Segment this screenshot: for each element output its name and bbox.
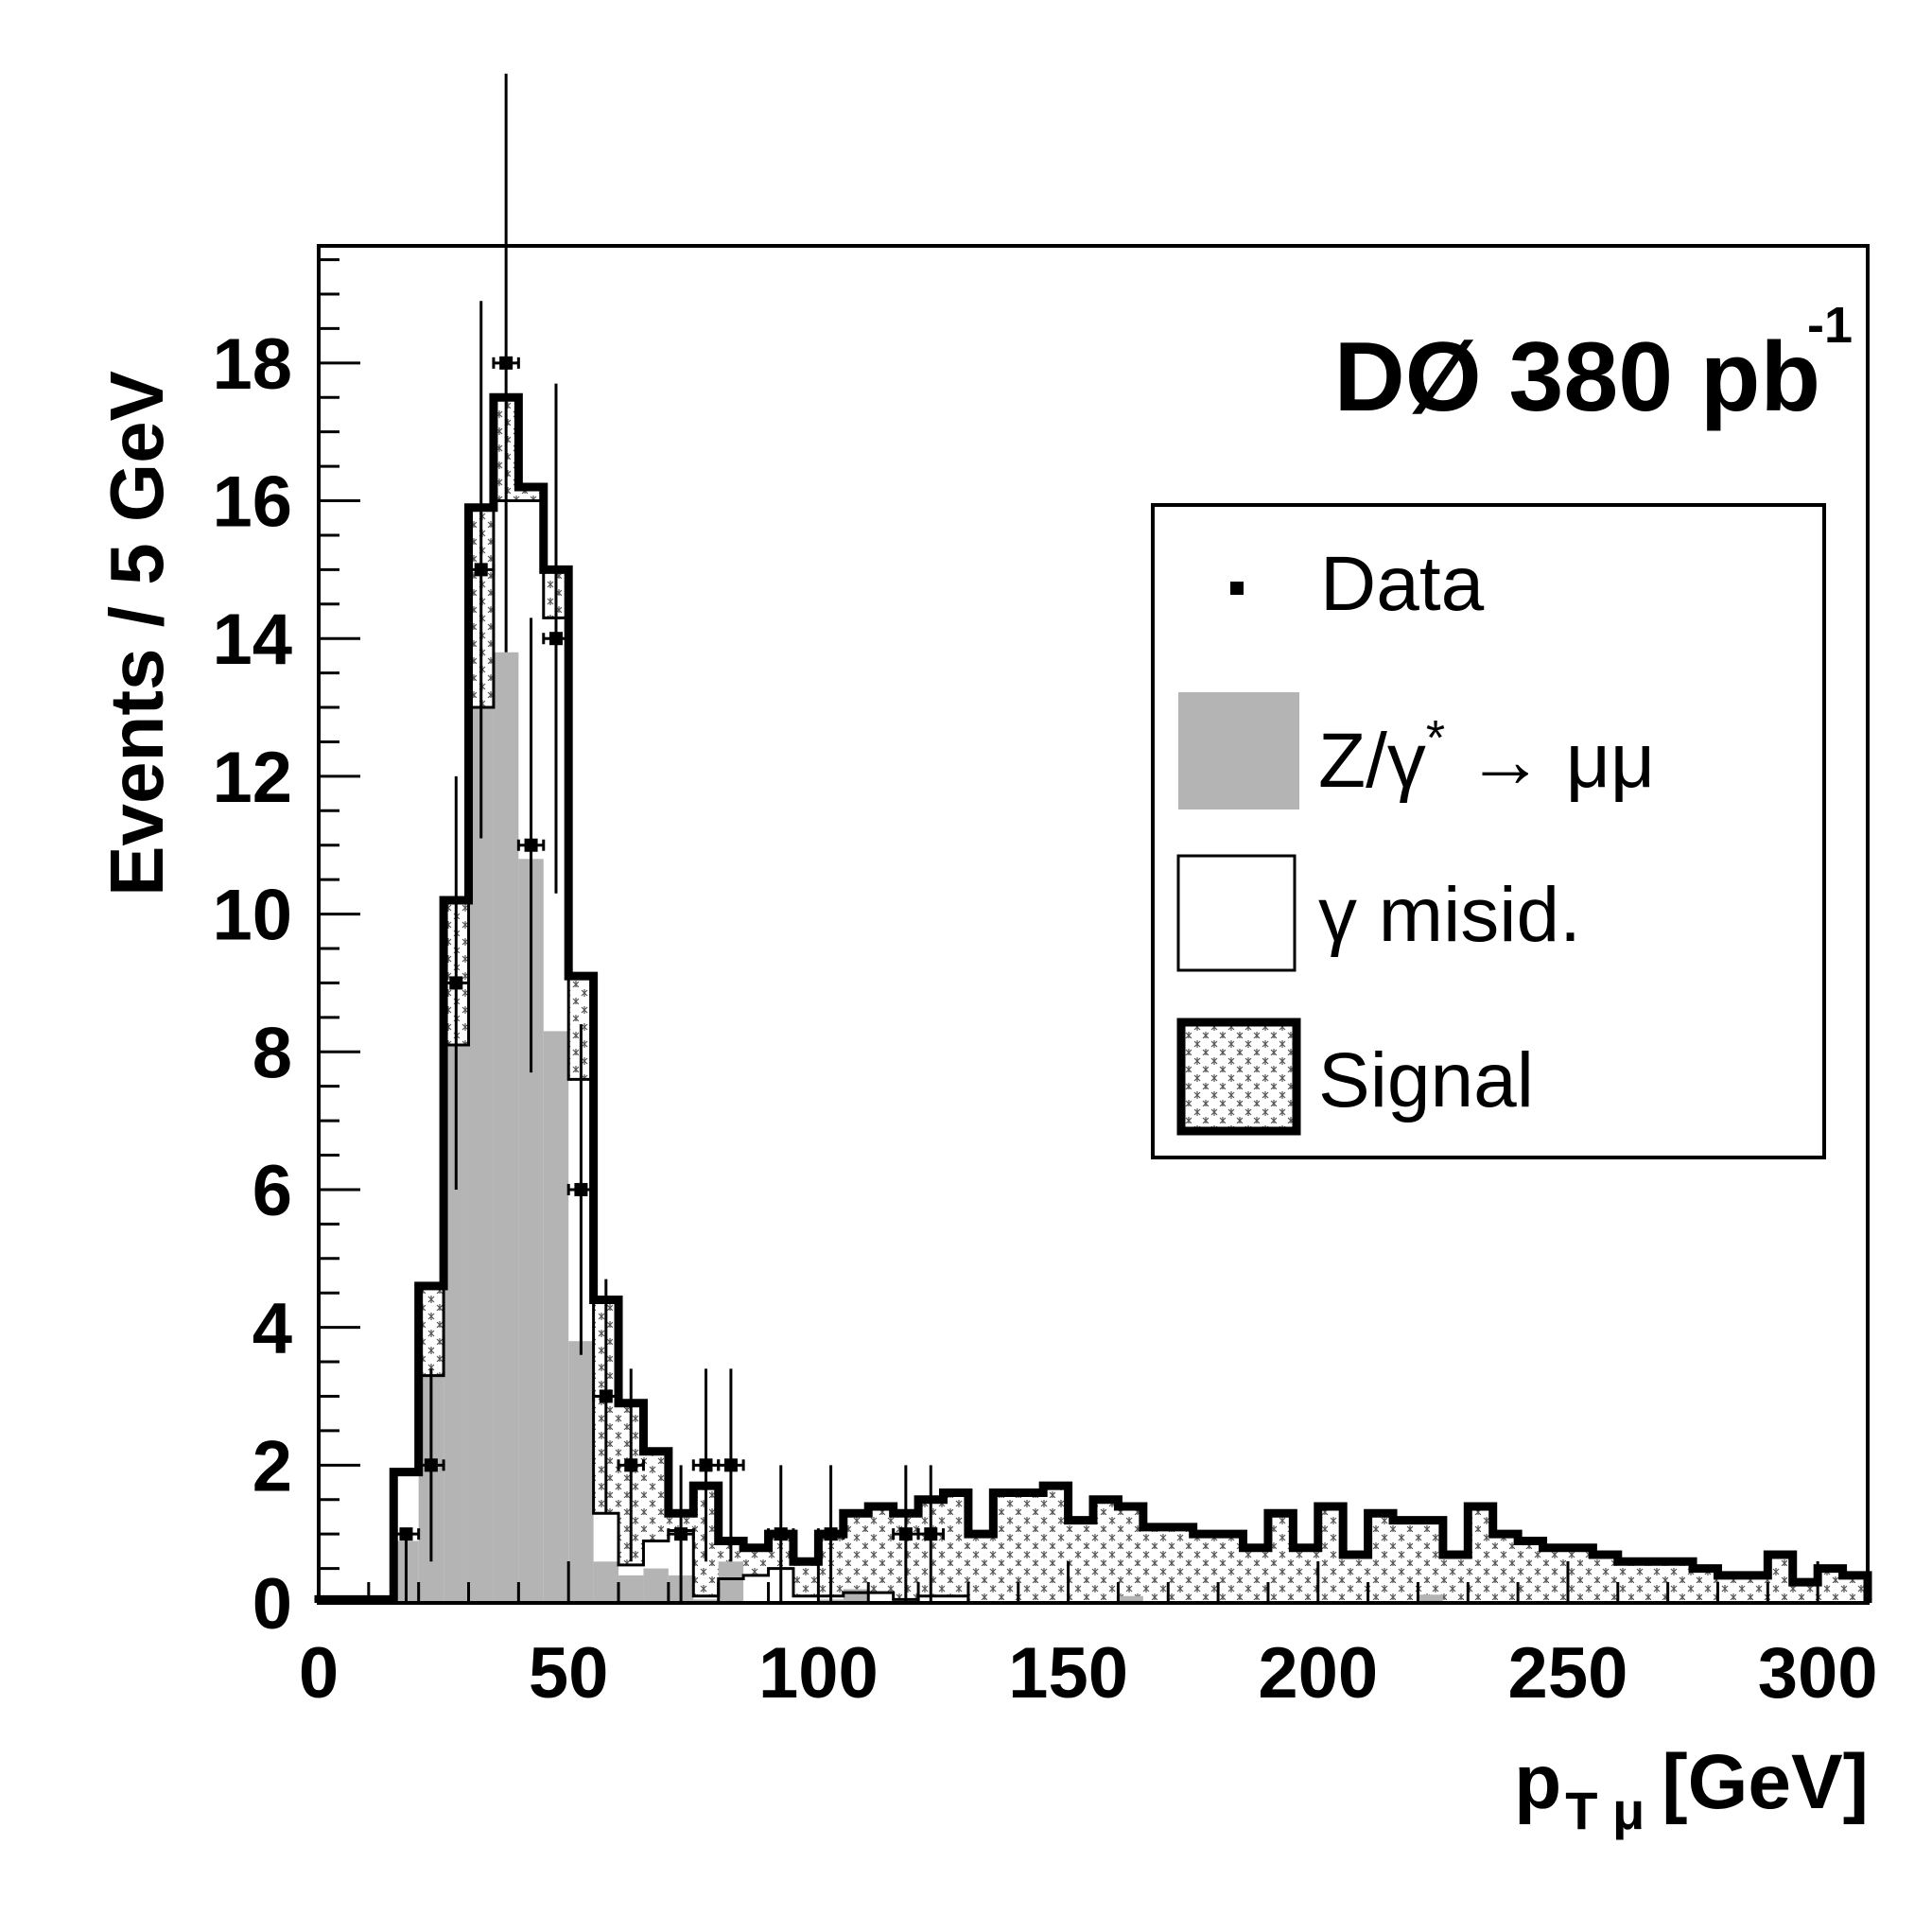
x-tick-label: 0 xyxy=(299,1633,339,1714)
data-marker xyxy=(499,356,513,370)
legend-label-zmumu-tail: → μμ xyxy=(1445,718,1655,804)
x-axis-title: pT μ [GeV] xyxy=(1514,1739,1869,1840)
x-tick-label: 50 xyxy=(529,1633,609,1714)
legend-label-zmumu: Z/γ* → μμ xyxy=(1318,711,1655,804)
y-tick-label: 10 xyxy=(212,876,292,956)
legend-swatch-gamma xyxy=(1176,854,1297,972)
zmumu-bar xyxy=(593,1561,619,1603)
data-point xyxy=(542,383,570,894)
x-axis-title-sub: T μ xyxy=(1565,1781,1645,1840)
data-marker xyxy=(574,1182,588,1196)
legend-swatch-zmumu xyxy=(1178,692,1299,809)
data-point xyxy=(516,618,546,1073)
luminosity-annotation: DØ 380 pb xyxy=(1334,322,1820,432)
annotation-superscript: -1 xyxy=(1807,297,1853,354)
legend-label-gamma: γ misid. xyxy=(1318,872,1581,958)
y-tick-label: 18 xyxy=(212,324,292,405)
data-marker xyxy=(723,1458,738,1472)
y-tick-label: 12 xyxy=(212,738,292,818)
data-marker xyxy=(924,1527,938,1541)
data-marker xyxy=(599,1389,613,1403)
y-tick-label: 14 xyxy=(212,600,292,680)
legend-label-zmumu-sup: * xyxy=(1426,711,1445,766)
plot-frame xyxy=(317,244,1870,1605)
data-marker xyxy=(699,1458,713,1472)
data-point xyxy=(467,301,496,839)
zmumu-bar xyxy=(1418,1594,1443,1603)
legend-label-signal: Signal xyxy=(1318,1037,1534,1123)
data-marker xyxy=(674,1527,688,1541)
zmumu-bar xyxy=(493,652,519,1603)
zmumu-bar xyxy=(718,1561,744,1603)
data-marker xyxy=(524,838,538,852)
y-tick-label: 4 xyxy=(252,1289,292,1369)
legend: Data Z/γ* → μμ γ misid. Signal xyxy=(1151,503,1826,1159)
plot-area xyxy=(314,73,1872,1604)
x-axis-title-unit: [GeV] xyxy=(1662,1739,1869,1825)
x-tick-label: 200 xyxy=(1258,1633,1378,1714)
data-marker xyxy=(774,1527,788,1541)
data-marker xyxy=(548,632,563,646)
data-point xyxy=(392,1527,421,1603)
data-point xyxy=(417,1368,445,1562)
y-tick-label: 16 xyxy=(212,462,292,543)
x-tick-label: 150 xyxy=(1008,1633,1128,1714)
data-point xyxy=(667,1465,695,1603)
legend-label-data: Data xyxy=(1320,541,1485,627)
y-tick-label: 2 xyxy=(252,1426,292,1506)
annotation-main: DØ 380 pb xyxy=(1334,322,1820,432)
zmumu-bar xyxy=(568,1341,594,1603)
zmumu-bar xyxy=(1118,1595,1143,1603)
data-marker xyxy=(824,1527,838,1541)
legend-swatch-signal xyxy=(1176,1018,1301,1136)
x-axis-title-main: p xyxy=(1514,1739,1561,1825)
data-marker xyxy=(424,1458,438,1472)
data-marker xyxy=(399,1527,413,1541)
data-point xyxy=(617,1368,645,1562)
data-point xyxy=(442,775,471,1190)
data-point xyxy=(767,1465,795,1603)
x-tick-label: 250 xyxy=(1508,1633,1628,1714)
data-point xyxy=(492,73,520,653)
zmumu-bar xyxy=(643,1568,669,1603)
y-tick-label: 6 xyxy=(252,1151,292,1231)
data-point xyxy=(916,1465,945,1603)
data-point xyxy=(566,1024,596,1355)
x-tick-label: 100 xyxy=(758,1633,879,1714)
data-marker xyxy=(474,563,488,577)
axes: 0 50 100 150 200 250 300 0 2 4 6 8 10 12 14 16 18 xyxy=(212,244,1878,1714)
data-marker xyxy=(449,976,463,990)
data-point xyxy=(592,1279,620,1514)
signal-outline xyxy=(314,392,1872,1604)
zmumu-bar xyxy=(618,1575,644,1603)
legend-label-zmumu-main: Z/γ xyxy=(1318,718,1426,804)
y-tick-label: 8 xyxy=(252,1013,292,1093)
data-point xyxy=(717,1368,745,1562)
x-tick-label: 300 xyxy=(1758,1633,1878,1714)
y-axis-title: Events / 5 GeV xyxy=(95,371,179,896)
legend-marker-data xyxy=(1230,582,1244,595)
data-marker xyxy=(898,1527,913,1541)
data-marker xyxy=(624,1458,638,1472)
y-tick-label: 0 xyxy=(252,1564,292,1645)
zmumu-bar xyxy=(543,1031,569,1603)
data-point xyxy=(816,1465,845,1603)
